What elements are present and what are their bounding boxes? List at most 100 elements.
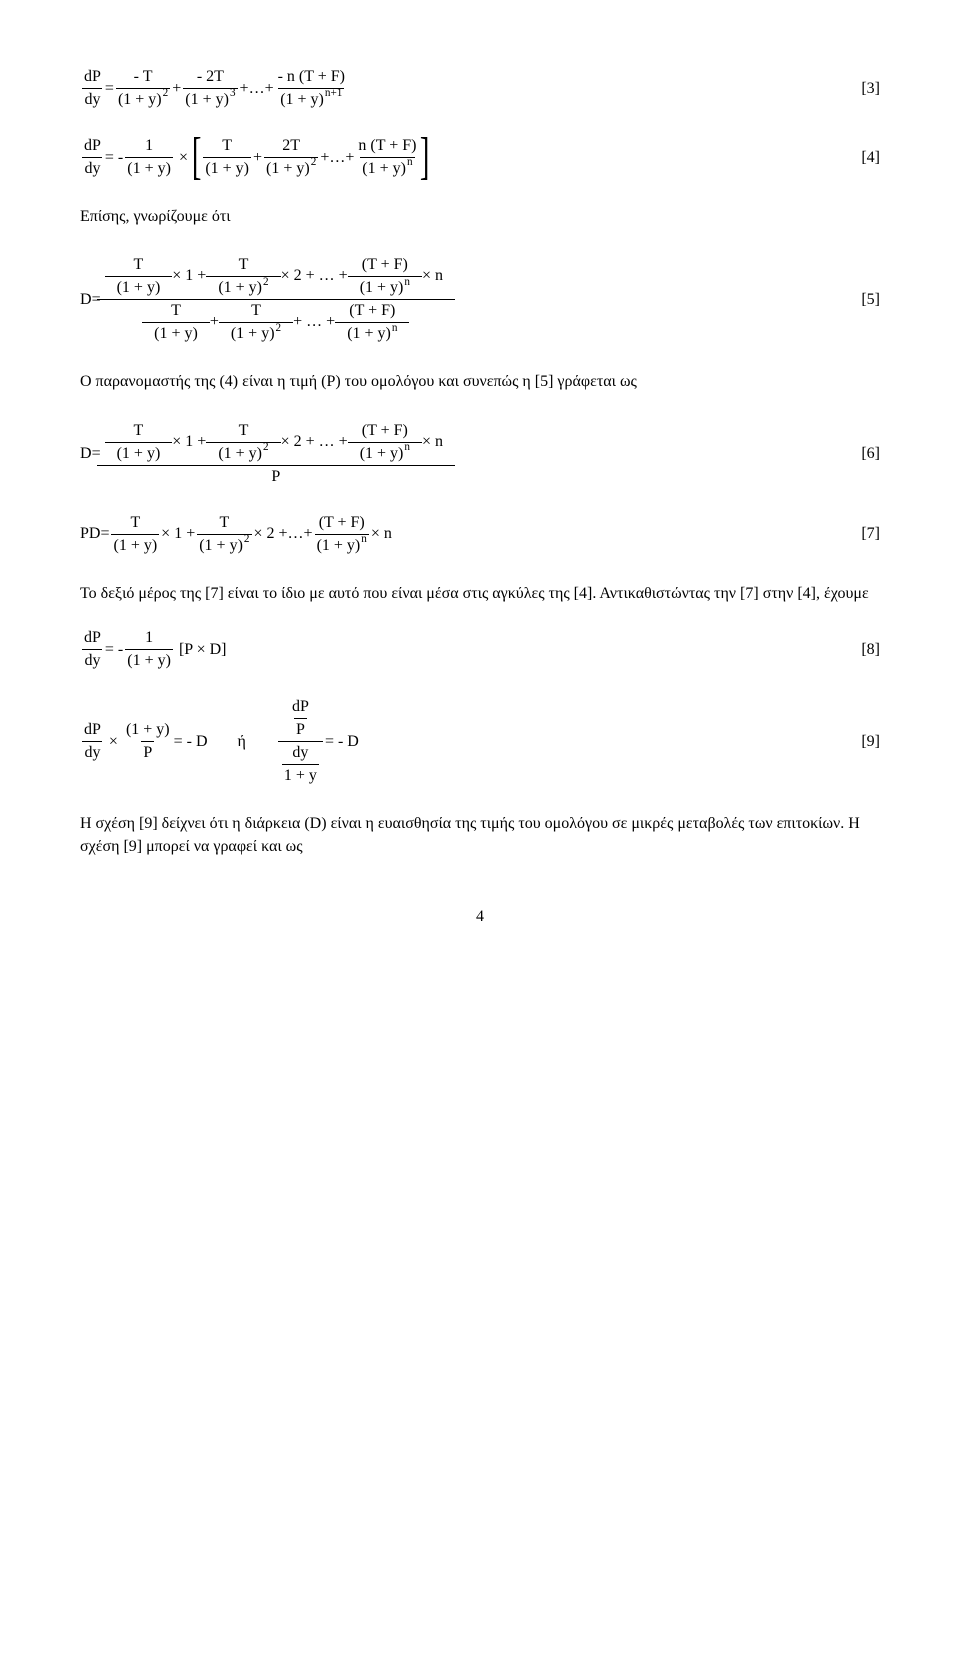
b: (1 + y) xyxy=(199,537,243,554)
tn: (T + F) (1 + y)n xyxy=(354,256,416,297)
dP: dP xyxy=(82,629,103,649)
text-rhs-7: Το δεξιό μέρος της [7] είναι το ίδιο με … xyxy=(80,583,880,605)
d: 1 + y xyxy=(282,764,319,785)
equals: = xyxy=(105,80,114,98)
eq: = xyxy=(100,525,109,543)
term2: 2T (1 + y)2 xyxy=(264,137,318,178)
b: (1 + y) xyxy=(218,279,262,296)
d: P xyxy=(294,718,307,739)
den: (1 + y) xyxy=(203,157,251,178)
d1: T (1 + y) xyxy=(148,302,204,343)
x1: × 1 + xyxy=(172,433,210,450)
num: (1 + y) xyxy=(124,721,172,741)
d: (1 + y) xyxy=(105,442,173,463)
equation-6-math: D = T (1 + y) × 1 + T (1 + y)2 × 2 + … +… xyxy=(80,422,451,486)
equation-8-math: dP dy = - 1 (1 + y) [P × D] xyxy=(80,629,227,670)
n: dP xyxy=(290,698,311,718)
e: n xyxy=(361,533,367,545)
equation-9-math: dP dy × (1 + y) P = - D ή dP P xyxy=(80,698,359,785)
D: D xyxy=(80,291,92,309)
equation-3-math: dP dy = - T (1 + y)2 + - 2T (1 + y)3 + …… xyxy=(80,68,349,109)
one-plus-y-over-p: (1 + y) P xyxy=(124,721,172,762)
n: (T + F) xyxy=(317,514,367,534)
t1: T (1 + y) xyxy=(111,514,159,555)
den: (1 + y) xyxy=(125,157,173,178)
equation-7-math: PD = T (1 + y) × 1 + T (1 + y)2 × 2 + … … xyxy=(80,514,392,555)
term1: T (1 + y) xyxy=(203,137,251,178)
equation-6: D = T (1 + y) × 1 + T (1 + y)2 × 2 + … +… xyxy=(80,422,880,486)
big-frac: T (1 + y) × 1 + T (1 + y)2 × 2 + … + (T … xyxy=(103,256,449,343)
x2: × 2 + xyxy=(281,433,319,450)
x2: × 2 + xyxy=(281,268,319,285)
d: (1 + y) xyxy=(105,276,173,297)
dots: … xyxy=(319,268,339,285)
plus: + xyxy=(345,149,354,167)
num: - n (T + F) xyxy=(276,68,347,88)
dy: dy xyxy=(82,88,102,109)
dpdy-frac: dP dy xyxy=(82,137,103,178)
big-frac: T (1 + y) × 1 + T (1 + y)2 × 2 + … + (T … xyxy=(103,422,449,486)
den: P xyxy=(141,741,154,762)
den: (1 + y)2 xyxy=(116,88,170,109)
equation-3: dP dy = - T (1 + y)2 + - 2T (1 + y)3 + …… xyxy=(80,68,880,109)
dots: … xyxy=(319,433,339,450)
e: 2 xyxy=(263,276,269,288)
eq-tag-6: [6] xyxy=(841,445,880,463)
eq-minus: = - xyxy=(105,641,123,659)
tn: (T + F) (1 + y)n xyxy=(354,422,416,463)
text-final: Η σχέση [9] δείχνει ότι η διάρκεια (D) ε… xyxy=(80,813,880,858)
dP: dP xyxy=(82,68,103,88)
num: - T xyxy=(132,68,155,88)
e: 2 xyxy=(244,533,250,545)
bracket-right: ] xyxy=(420,139,430,175)
base: (1 + y) xyxy=(280,91,324,108)
termn: n (T + F) (1 + y)n xyxy=(356,137,418,178)
num: 1 xyxy=(143,137,155,157)
den: (1 + y) xyxy=(125,649,173,670)
text-denominator-4: Ο παρανομαστής της (4) είναι η τιμή (P) … xyxy=(80,371,880,393)
big-den-P: P xyxy=(97,465,455,486)
b: (1 + y) xyxy=(360,445,404,462)
alt-num: dP P xyxy=(286,698,315,741)
term1: - T (1 + y)2 xyxy=(116,68,170,109)
n: T xyxy=(128,422,150,442)
b: (1 + y) xyxy=(347,325,391,342)
t2: T (1 + y)2 xyxy=(212,422,274,463)
b: (1 + y) xyxy=(317,537,361,554)
plus: + xyxy=(172,80,181,98)
equation-7: PD = T (1 + y) × 1 + T (1 + y)2 × 2 + … … xyxy=(80,514,880,555)
e: n xyxy=(392,322,398,334)
plus: + xyxy=(304,525,313,543)
equation-5-math: D = T (1 + y) × 1 + T (1 + y)2 × 2 + … +… xyxy=(80,256,451,343)
or-text: ή xyxy=(238,733,246,751)
n: dy xyxy=(290,744,310,764)
num: T xyxy=(220,137,234,157)
plus: + xyxy=(253,149,262,167)
text-also-know: Επίσης, γνωρίζουμε ότι xyxy=(80,206,880,228)
dP: dP xyxy=(82,137,103,157)
e: n xyxy=(404,276,410,288)
den: (1 + y)n xyxy=(360,157,414,178)
dots: … xyxy=(306,314,326,331)
times: × xyxy=(105,733,122,751)
D: D xyxy=(80,445,92,463)
eq-tag-3: [3] xyxy=(841,80,880,98)
base: (1 + y) xyxy=(266,160,310,177)
n: T xyxy=(245,302,267,322)
d: (1 + y) xyxy=(142,322,210,343)
d2: T (1 + y)2 xyxy=(225,302,287,343)
eq: = xyxy=(92,445,101,463)
bracket-group: [ T (1 + y) + 2T (1 + y)2 + … + n (T + F… xyxy=(192,137,430,178)
d: (1 + y)2 xyxy=(219,322,293,343)
d: (1 + y) xyxy=(111,534,159,555)
e: n xyxy=(404,441,410,453)
plus: + xyxy=(265,80,274,98)
dy: dy xyxy=(82,157,102,178)
eq-tag-5: [5] xyxy=(841,291,880,309)
dy: dy xyxy=(82,649,102,670)
base: (1 + y) xyxy=(118,91,162,108)
e: 2 xyxy=(276,322,282,334)
xn: × n xyxy=(422,433,443,450)
eq-tag-8: [8] xyxy=(841,641,880,659)
b: (1 + y) xyxy=(218,445,262,462)
